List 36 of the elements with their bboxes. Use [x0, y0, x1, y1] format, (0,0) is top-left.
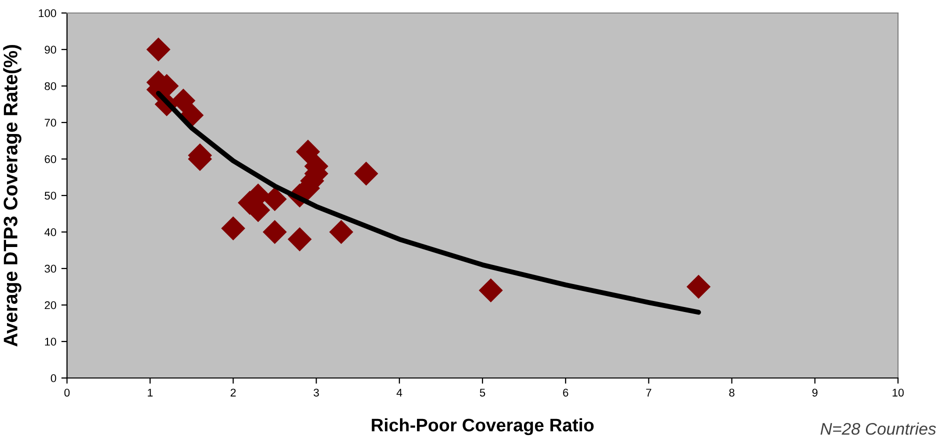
y-axis-title: Average DTP3 Coverage Rate(%)	[3, 44, 22, 346]
x-axis-title: Rich-Poor Coverage Ratio	[372, 418, 594, 436]
point	[288, 227, 312, 252]
text: N=28 Countries	[820, 422, 936, 435]
x-tick-label: 7	[646, 388, 652, 396]
point	[146, 37, 170, 62]
point	[329, 220, 354, 244]
point	[262, 187, 287, 212]
x-tick-label: 6	[563, 388, 568, 397]
x-tick-label: 1	[148, 388, 153, 396]
point	[478, 278, 503, 302]
y-tick-label: 0	[50, 374, 56, 382]
y-tick-label: 20	[44, 301, 56, 310]
point	[171, 88, 196, 113]
x-tick-label: 3	[314, 388, 319, 397]
y-tick-label: 60	[44, 155, 56, 164]
point	[296, 140, 320, 164]
point	[221, 216, 246, 240]
point	[262, 220, 287, 244]
point	[686, 274, 711, 299]
x-tick-label: 8	[729, 388, 734, 397]
y-tick-label: 30	[44, 264, 56, 273]
y-tick-label: 70	[44, 118, 56, 127]
y-tick-label: 50	[44, 192, 56, 200]
x-tick-label: 4	[396, 388, 402, 396]
x-tick-label: 0	[64, 388, 70, 397]
x-tick-label: 9	[812, 388, 818, 397]
y-tick-label: 80	[44, 82, 56, 90]
y-tick-label: 10	[45, 338, 56, 346]
y-tick-label: 90	[44, 46, 56, 54]
point	[354, 162, 378, 186]
x-tick-label: 10	[892, 388, 904, 397]
x-tick-label: 2	[230, 388, 236, 396]
y-tick-label: 40	[44, 228, 56, 236]
x-tick-label: 5	[480, 388, 486, 397]
y-tick-label: 100	[38, 9, 56, 18]
